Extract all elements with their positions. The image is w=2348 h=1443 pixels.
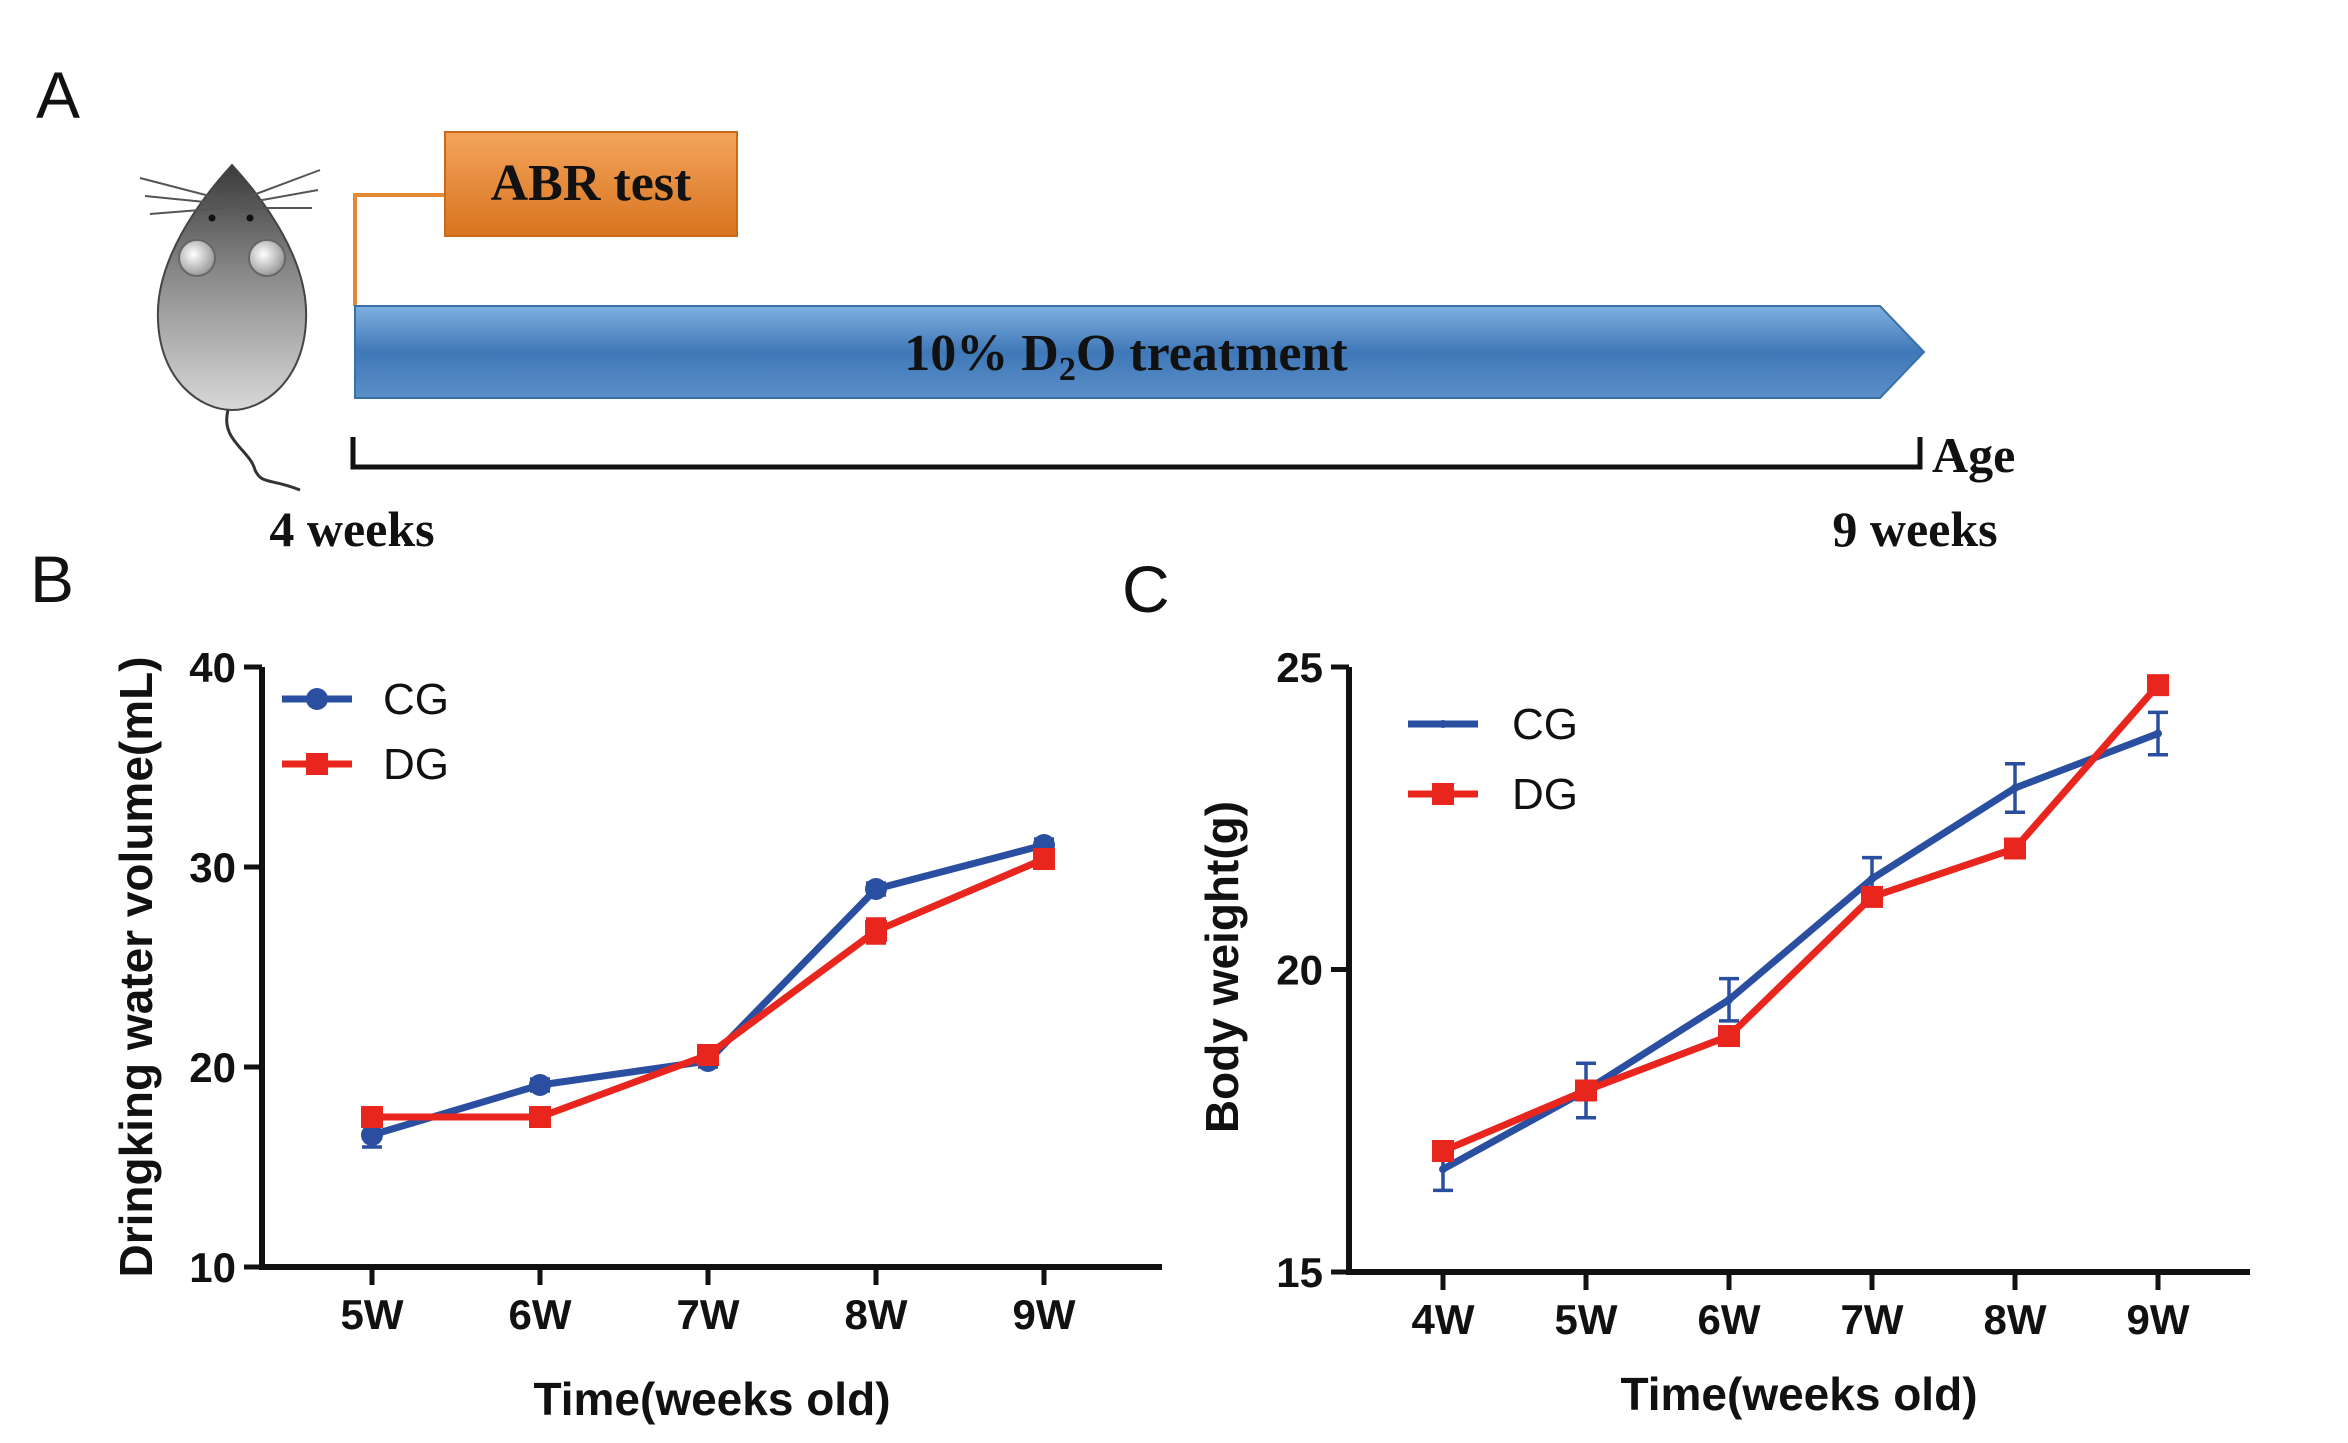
panel-a-letter: A (36, 58, 80, 132)
abr-connector (353, 193, 445, 306)
data-point (865, 920, 887, 942)
data-point (1718, 1025, 1740, 1048)
legend-entry-dg: DG (1408, 770, 1578, 819)
x-tick-label: 6W (1698, 1296, 1761, 1343)
data-point (2004, 837, 2026, 860)
treatment-label: 10% D2O treatment (904, 325, 1348, 388)
panel-b-letter: B (30, 542, 74, 616)
data-point (1575, 1079, 1597, 1102)
series-cg (361, 834, 1055, 1149)
data-point (2147, 674, 2169, 697)
data-point (1725, 995, 1733, 1004)
data-point (865, 878, 887, 900)
series-dg (1432, 674, 2169, 1162)
x-tick-label: 5W (1555, 1296, 1618, 1343)
y-tick-label: 30 (189, 844, 236, 891)
x-tick-label: 5W (341, 1291, 404, 1338)
mouse-illustration (139, 163, 321, 492)
data-point (1439, 1165, 1447, 1174)
treatment-arrow (354, 305, 1926, 399)
legend-entry-cg: CG (1408, 700, 1578, 749)
age-bracket (350, 437, 1923, 470)
y-tick-label: 20 (1276, 947, 1323, 994)
x-axis-title: Time(weeks old) (1620, 1368, 1977, 1420)
legend-marker (1432, 783, 1454, 805)
data-point (1432, 1140, 1454, 1162)
data-point (529, 1106, 551, 1128)
y-tick-label: 20 (189, 1044, 236, 1091)
series-line (1441, 682, 2161, 1155)
data-point (1868, 874, 1876, 883)
legend-label: DG (1512, 770, 1578, 819)
y-axis-title: Dringking water volume(mL) (110, 656, 162, 1277)
x-tick-label: 8W (845, 1291, 908, 1338)
x-tick-label: 9W (1013, 1291, 1076, 1338)
x-tick-label: 4W (1412, 1296, 1475, 1343)
legend-label: DG (383, 740, 449, 789)
legend-label: CG (1512, 700, 1578, 749)
abr-label: ABR test (491, 155, 692, 212)
data-point (1033, 848, 1055, 870)
x-tick-label: 8W (1984, 1296, 2047, 1343)
y-tick-label: 40 (189, 644, 236, 691)
data-point (697, 1044, 719, 1066)
legend-entry-dg: DG (282, 740, 449, 789)
legend-marker (306, 753, 328, 775)
series-line (371, 841, 1045, 1139)
legend-entry-cg: CG (282, 675, 449, 724)
panel-c-letter: C (1122, 552, 1170, 626)
series-line (372, 855, 1046, 1121)
y-tick-label: 10 (189, 1244, 236, 1291)
legend-marker (306, 688, 328, 710)
legend-label: CG (383, 675, 449, 724)
x-tick-label: 7W (677, 1291, 740, 1338)
data-point (529, 1074, 551, 1096)
data-point (2154, 729, 2162, 738)
x-tick-label: 6W (509, 1291, 572, 1338)
legend-marker (1439, 720, 1447, 728)
data-point (361, 1124, 383, 1146)
x-axis-title: Time(weeks old) (533, 1373, 890, 1425)
data-point (361, 1106, 383, 1128)
x-tick-label: 7W (1841, 1296, 1904, 1343)
data-point (2011, 784, 2019, 792)
abr-box (444, 131, 738, 237)
data-point (1861, 885, 1883, 908)
series-dg (361, 848, 1055, 1128)
start-age-label: 4 weeks (269, 501, 434, 557)
chart-c: 15 20 25 4W 5W 6W 7W 8W 9W Time(weeks old) Body we… (1196, 644, 2250, 1420)
age-label: Age (1932, 427, 2015, 483)
x-tick-label: 9W (2127, 1296, 2190, 1343)
chart-b: 10 20 30 40 5W 6W 7W 8W 9W Time(weeks old) Dringki… (110, 644, 1162, 1425)
end-age-label: 9 weeks (1832, 501, 1997, 557)
y-axis-title: Body weight(g) (1196, 801, 1248, 1133)
y-tick-label: 15 (1276, 1249, 1323, 1296)
y-tick-label: 25 (1276, 644, 1323, 691)
